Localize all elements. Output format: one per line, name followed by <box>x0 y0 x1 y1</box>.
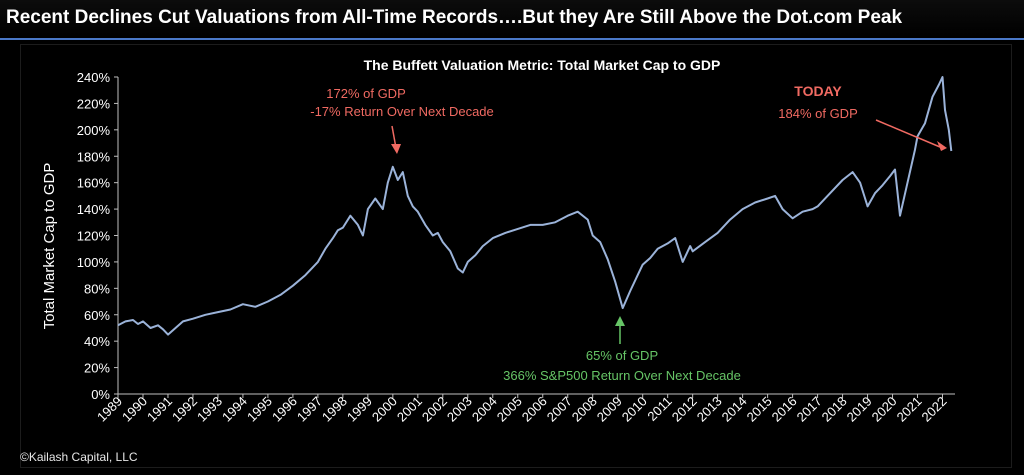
dotcom-annotation-line1: 172% of GDP <box>326 86 406 101</box>
x-tick-label: 1995 <box>244 394 275 425</box>
y-ticks: 0% 20% 40% 60% 80% 100% 120% 140% 160% 180% 200% 22… <box>77 70 118 402</box>
y-tick-label: 40% <box>84 334 110 349</box>
gfc-annotation-line2: 366% S&P500 Return Over Next Decade <box>503 368 741 383</box>
banner-rule <box>0 38 1024 40</box>
gfc-annotation-line1: 65% of GDP <box>586 348 658 363</box>
x-tick-label: 2020 <box>869 394 900 425</box>
x-tick-label: 2008 <box>569 394 600 425</box>
y-tick-label: 80% <box>84 281 110 296</box>
x-tick-label: 2014 <box>719 394 750 425</box>
series-line <box>117 76 953 336</box>
today-annotation-line2: 184% of GDP <box>778 106 858 121</box>
banner: Recent Declines Cut Valuations from All-… <box>0 0 1024 38</box>
x-tick-label: 2018 <box>819 394 850 425</box>
x-tick-label: 2019 <box>844 394 875 425</box>
y-tick-label: 240% <box>77 70 111 85</box>
x-tick-label: 2010 <box>619 394 650 425</box>
axes <box>117 77 955 395</box>
x-tick-label: 2004 <box>469 394 500 425</box>
x-tick-label: 1990 <box>119 394 150 425</box>
x-tick-label: 1996 <box>269 394 300 425</box>
y-tick-label: 100% <box>77 255 111 270</box>
x-tick-label: 2001 <box>394 394 425 425</box>
x-tick-label: 2016 <box>769 394 800 425</box>
chart-frame <box>20 44 1012 468</box>
x-tick-label: 1993 <box>194 394 225 425</box>
x-tick-label: 2002 <box>419 394 450 425</box>
today-annotation-line1: TODAY <box>794 83 842 99</box>
y-axis-label: Total Market Cap to GDP <box>41 163 58 330</box>
y-tick-label: 120% <box>77 229 111 244</box>
y-tick-label: 220% <box>77 96 111 111</box>
copyright: ©Kailash Capital, LLC <box>20 450 138 464</box>
x-tick-label: 1997 <box>294 394 325 425</box>
x-tick-label: 2000 <box>369 394 400 425</box>
x-tick-label: 2005 <box>494 394 525 425</box>
x-tick-label: 2022 <box>919 394 950 425</box>
x-tick-label: 2015 <box>744 394 775 425</box>
x-tick-label: 2003 <box>444 394 475 425</box>
y-tick-label: 140% <box>77 202 111 217</box>
gfc-arrow <box>615 316 625 344</box>
y-tick-label: 0% <box>91 387 110 402</box>
x-tick-label: 2009 <box>594 394 625 425</box>
x-tick-label: 2013 <box>694 394 725 425</box>
x-tick-label: 2006 <box>519 394 550 425</box>
dotcom-annotation-line2: -17% Return Over Next Decade <box>310 104 494 119</box>
y-tick-label: 180% <box>77 149 111 164</box>
x-tick-label: 1994 <box>219 394 250 425</box>
x-tick-label: 1999 <box>344 394 375 425</box>
x-tick-label: 1992 <box>169 394 200 425</box>
x-tick-label: 1998 <box>319 394 350 425</box>
x-tick-label: 2012 <box>669 394 700 425</box>
banner-title: Recent Declines Cut Valuations from All-… <box>6 7 903 28</box>
x-tick-label: 2011 <box>644 394 674 424</box>
x-ticks: 1989199019911992199319941995199619971998… <box>94 394 950 425</box>
y-tick-label: 200% <box>77 123 111 138</box>
y-tick-label: 20% <box>84 361 110 376</box>
y-tick-label: 160% <box>77 176 111 191</box>
x-tick-label: 2021 <box>894 394 925 425</box>
x-tick-label: 2017 <box>794 394 825 425</box>
dotcom-arrow <box>391 125 401 154</box>
today-arrow <box>875 119 947 151</box>
x-tick-label: 2007 <box>544 394 575 425</box>
y-tick-label: 60% <box>84 308 110 323</box>
x-tick-label: 1991 <box>144 394 175 425</box>
chart-title: The Buffett Valuation Metric: Total Mark… <box>364 57 721 73</box>
